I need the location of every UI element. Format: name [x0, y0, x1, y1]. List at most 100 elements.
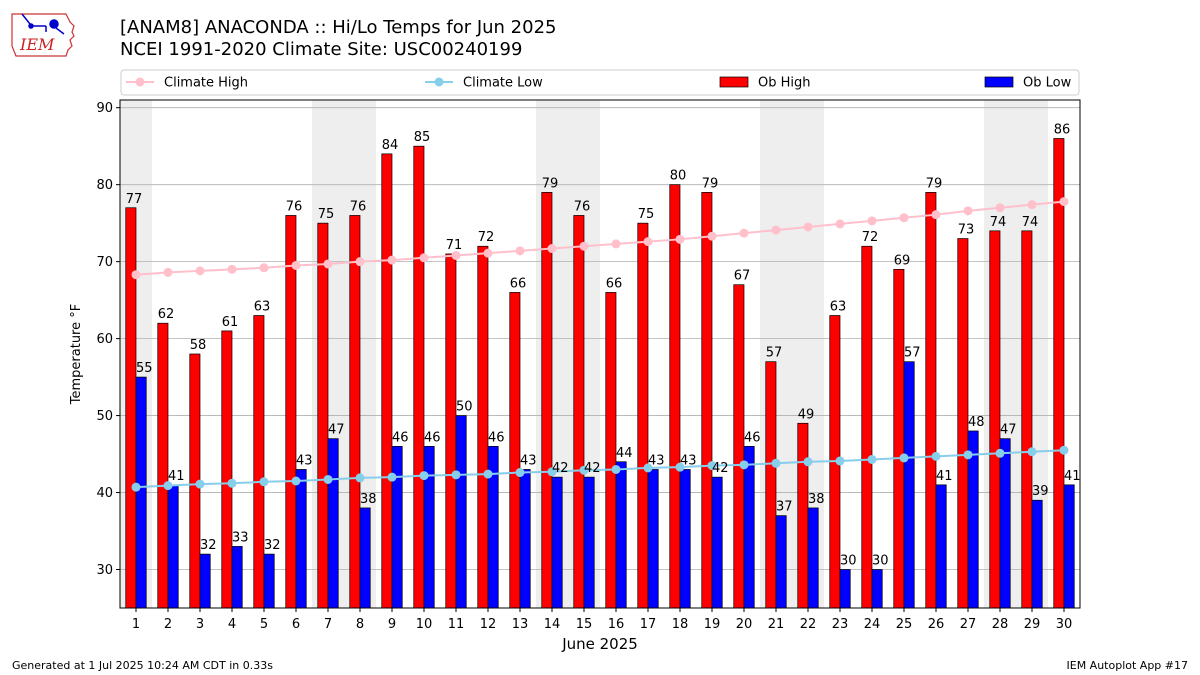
ob-low-bar-day-20	[743, 446, 755, 609]
climate-high-point-day-23	[835, 219, 845, 229]
y-axis-label: Temperature °F	[69, 304, 84, 405]
ob-high-label-day-13: 66	[510, 276, 527, 291]
ob-low-bar-day-18	[679, 469, 691, 609]
ob-low-label-day-20: 46	[744, 430, 761, 445]
climate-low-point-day-18	[675, 462, 685, 472]
ob-high-bar-day-22	[797, 422, 809, 609]
y-tick-label-50: 50	[96, 409, 113, 424]
climate-high-point-day-5	[259, 263, 269, 273]
climate-high-point-day-8	[355, 257, 365, 267]
climate-high-point-day-22	[803, 222, 813, 232]
ob-high-label-day-17: 75	[638, 207, 655, 222]
ob-low-bar-day-2	[167, 484, 179, 609]
ob-low-label-day-30: 41	[1064, 469, 1081, 484]
y-tick-label-80: 80	[96, 178, 113, 193]
x-tick-label-16: 16	[608, 617, 625, 632]
ob-low-bar-day-26	[935, 484, 947, 609]
climate-high-point-day-7	[323, 259, 333, 269]
climate-high-point-day-29	[1027, 200, 1037, 210]
weather-station-icon	[21, 13, 65, 35]
climate-low-point-day-23	[835, 456, 845, 466]
ob-high-label-day-16: 66	[606, 276, 623, 291]
ob-high-bar-day-10	[413, 145, 425, 609]
climate-low-point-day-6	[291, 476, 301, 486]
ob-high-bar-day-20	[733, 284, 745, 609]
ob-low-bar-day-7	[327, 438, 339, 609]
ob-high-label-day-1: 77	[126, 192, 143, 207]
climate-low-point-day-11	[451, 470, 461, 480]
ob-high-bar-day-14	[541, 192, 553, 609]
ob-low-label-day-23: 30	[840, 554, 857, 569]
chart-subtitle: NCEI 1991-2020 Climate Site: USC00240199	[120, 39, 523, 60]
legend-box	[120, 69, 1080, 96]
ob-low-label-day-13: 43	[520, 453, 537, 468]
ob-high-label-day-27: 73	[958, 223, 975, 238]
ob-high-label-day-4: 61	[222, 315, 239, 330]
y-tick-label-90: 90	[96, 101, 113, 116]
legend-label-ob-high: Ob High	[758, 76, 811, 91]
y-tick-label-40: 40	[96, 486, 113, 501]
climate-high-point-day-20	[739, 228, 749, 238]
ob-low-bar-day-11	[455, 415, 467, 609]
ob-low-label-day-6: 43	[296, 453, 313, 468]
ob-low-bar-day-10	[423, 446, 435, 609]
climate-low-point-day-7	[323, 474, 333, 484]
ob-low-bar-day-1	[135, 376, 147, 609]
ob-low-bar-day-23	[839, 569, 851, 609]
ob-low-label-day-26: 41	[936, 469, 953, 484]
x-tick-label-24: 24	[864, 617, 881, 632]
ob-low-label-day-7: 47	[328, 423, 345, 438]
x-tick-label-13: 13	[512, 617, 529, 632]
ob-low-bar-day-8	[359, 507, 371, 609]
ob-low-label-day-15: 42	[584, 461, 601, 476]
climate-high-point-day-19	[707, 231, 717, 241]
ob-low-bar-day-9	[391, 446, 403, 609]
ob-low-label-day-27: 48	[968, 415, 985, 430]
climate-low-line	[135, 449, 1065, 489]
x-tick-label-21: 21	[768, 617, 785, 632]
climate-low-point-day-29	[1027, 447, 1037, 457]
ob-high-bar-day-1	[125, 207, 137, 609]
ob-high-bar-day-21	[765, 361, 777, 609]
ob-high-label-day-18: 80	[670, 169, 687, 184]
ob-high-bar-day-13	[509, 292, 521, 609]
climate-high-point-day-27	[963, 206, 973, 216]
x-tick-label-10: 10	[416, 617, 433, 632]
ob-high-label-day-3: 58	[190, 338, 207, 353]
ob-low-bar-day-17	[647, 469, 659, 609]
ob-high-label-day-29: 74	[1022, 215, 1039, 230]
climate-low-point-day-5	[259, 477, 269, 487]
climate-high-point-day-13	[515, 246, 525, 256]
climate-high-point-day-1	[131, 270, 141, 280]
ob-low-bar-day-22	[807, 507, 819, 609]
ob-low-bar-day-13	[519, 469, 531, 609]
ob-high-bar-day-15	[573, 215, 585, 609]
ob-low-label-day-16: 44	[616, 446, 633, 461]
ob-high-label-day-6: 76	[286, 199, 303, 214]
ob-low-label-day-18: 43	[680, 453, 697, 468]
climate-high-point-day-12	[483, 248, 493, 258]
climate-low-point-day-1	[131, 482, 141, 492]
climate-high-point-day-3	[195, 266, 205, 276]
x-tick-label-8: 8	[356, 617, 364, 632]
ob-high-bar-day-30	[1053, 138, 1065, 609]
ob-low-bar-day-14	[551, 476, 563, 609]
ob-high-label-day-22: 49	[798, 407, 815, 422]
ob-high-bar-day-24	[861, 245, 873, 609]
ob-high-bar-day-29	[1021, 230, 1033, 609]
legend-swatch-climate-high-marker	[135, 77, 145, 87]
ob-low-label-day-25: 57	[904, 346, 921, 361]
iowa-outline-icon	[11, 13, 75, 57]
bar-series	[125, 138, 1075, 609]
plot-frame	[119, 99, 1081, 609]
x-tick-label-20: 20	[736, 617, 753, 632]
ob-low-bar-day-4	[231, 546, 243, 609]
x-tick-label-3: 3	[196, 617, 204, 632]
ob-high-label-day-10: 85	[414, 130, 431, 145]
x-tick-label-2: 2	[164, 617, 172, 632]
legend-swatch-climate-low-marker	[434, 77, 444, 87]
ob-high-label-day-15: 76	[574, 199, 591, 214]
ob-high-bar-day-7	[317, 222, 329, 609]
x-tick-label-6: 6	[292, 617, 300, 632]
